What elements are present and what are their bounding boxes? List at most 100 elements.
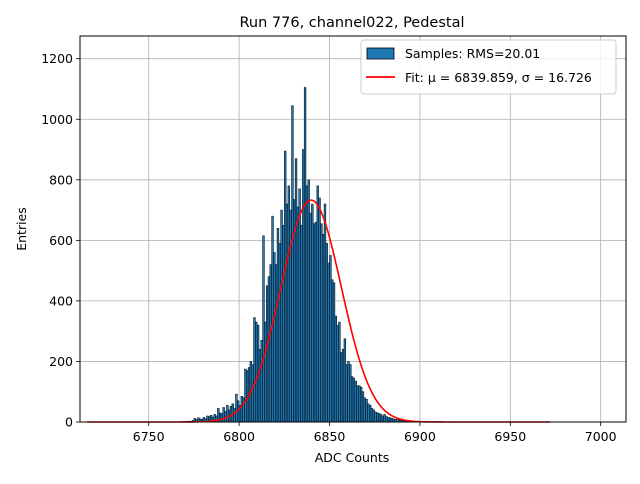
y-tick-label: 600	[49, 233, 73, 248]
histogram-bar	[386, 417, 388, 422]
histogram-bar	[375, 412, 377, 422]
histogram-bar	[308, 180, 310, 422]
histogram-bar	[284, 151, 286, 422]
histogram-bar	[377, 413, 379, 422]
histogram-bar	[322, 234, 324, 422]
histogram-bar	[302, 150, 304, 422]
histogram-bar	[281, 210, 283, 422]
histogram-bar	[349, 364, 351, 422]
histogram-bar	[378, 414, 380, 422]
legend-label-fit: Fit: μ = 6839.859, σ = 16.726	[405, 70, 592, 85]
histogram-bar	[310, 213, 312, 422]
y-tick-label: 400	[49, 293, 73, 308]
histogram-bar	[328, 263, 330, 422]
histogram-bar	[286, 204, 288, 422]
histogram-bar	[263, 236, 265, 422]
histogram-bar	[304, 87, 306, 422]
histogram-bar	[389, 418, 391, 422]
histogram-bar	[223, 407, 225, 422]
chart-title: Run 776, channel022, Pedestal	[239, 15, 464, 31]
legend-label-samples: Samples: RMS=20.01	[405, 46, 540, 61]
histogram-bar	[317, 186, 319, 422]
x-tick-label: 6950	[494, 429, 526, 444]
histogram-bar	[297, 207, 299, 422]
histogram-bar	[241, 396, 243, 422]
x-tick-label: 6850	[314, 429, 346, 444]
histogram-bar	[366, 399, 368, 422]
histogram-bar	[360, 387, 362, 422]
histogram-bar	[331, 280, 333, 422]
histogram-bar	[295, 159, 297, 422]
histogram-bar	[306, 186, 308, 422]
histogram-bar	[261, 340, 263, 422]
histogram-bar	[391, 418, 393, 422]
y-tick-label: 1000	[41, 112, 73, 127]
histogram-bar	[235, 394, 237, 422]
histogram-bar	[245, 369, 247, 422]
histogram-bar	[339, 322, 341, 422]
histogram-bar	[387, 417, 389, 422]
histogram-bar	[292, 106, 294, 422]
histogram-bar	[252, 364, 254, 422]
histogram-bar	[369, 405, 371, 422]
histogram-bar	[362, 392, 364, 422]
histogram-bar	[319, 198, 321, 422]
histogram-bar	[301, 225, 303, 422]
legend: Samples: RMS=20.01 Fit: μ = 6839.859, σ …	[361, 40, 616, 94]
y-axis-label: Entries	[14, 207, 29, 251]
histogram-bar	[320, 224, 322, 422]
histogram-bar	[273, 252, 275, 422]
histogram-bar	[364, 398, 366, 422]
histogram-bar	[380, 414, 382, 422]
histogram-bar	[255, 322, 257, 422]
histogram-bar	[266, 286, 268, 422]
histogram-bar	[219, 413, 221, 422]
histogram-bar	[315, 222, 317, 422]
histogram-bar	[335, 316, 337, 422]
y-tick-label: 0	[65, 415, 73, 430]
histogram-bar	[288, 186, 290, 422]
histogram-bar	[357, 386, 359, 422]
histogram-bar	[384, 414, 386, 422]
histogram-bar	[382, 416, 384, 422]
legend-swatch-samples	[367, 48, 394, 59]
x-tick-label: 7000	[585, 429, 617, 444]
histogram-bar	[259, 349, 261, 422]
y-tick-label: 800	[49, 172, 73, 187]
histogram-bar	[371, 408, 373, 422]
histogram-bar	[324, 204, 326, 422]
histogram-bar	[346, 364, 348, 422]
histogram-bar	[226, 405, 228, 422]
histogram-bar	[225, 411, 227, 422]
histogram-bar	[299, 189, 301, 422]
histogram-bar	[348, 361, 350, 422]
x-tick-label: 6800	[223, 429, 255, 444]
histogram-bar	[311, 204, 313, 422]
histogram-bar	[275, 265, 277, 422]
histogram-bar	[337, 325, 339, 422]
histogram-bar	[270, 265, 272, 422]
histogram-bar	[373, 410, 375, 422]
histogram-bar	[234, 408, 236, 422]
x-tick-label: 6900	[404, 429, 436, 444]
x-axis-label: ADC Counts	[315, 450, 390, 465]
histogram-bar	[277, 228, 279, 422]
y-tick-label: 200	[49, 354, 73, 369]
histogram-bar	[282, 225, 284, 422]
histogram-bar	[340, 352, 342, 422]
histogram-bar	[342, 349, 344, 422]
histogram-bar	[351, 377, 353, 422]
histogram-bar	[264, 322, 266, 422]
histogram-bar	[355, 381, 357, 422]
histogram-bar	[268, 277, 270, 422]
histogram-bar	[358, 386, 360, 422]
histogram-bar	[344, 339, 346, 422]
histogram-bar	[333, 283, 335, 422]
histogram-bar	[254, 318, 256, 422]
histogram-bar	[313, 224, 315, 422]
x-tick-label: 6750	[133, 429, 165, 444]
histogram-bar	[353, 378, 355, 422]
histogram-bar	[367, 404, 369, 422]
histogram-bar	[279, 243, 281, 422]
